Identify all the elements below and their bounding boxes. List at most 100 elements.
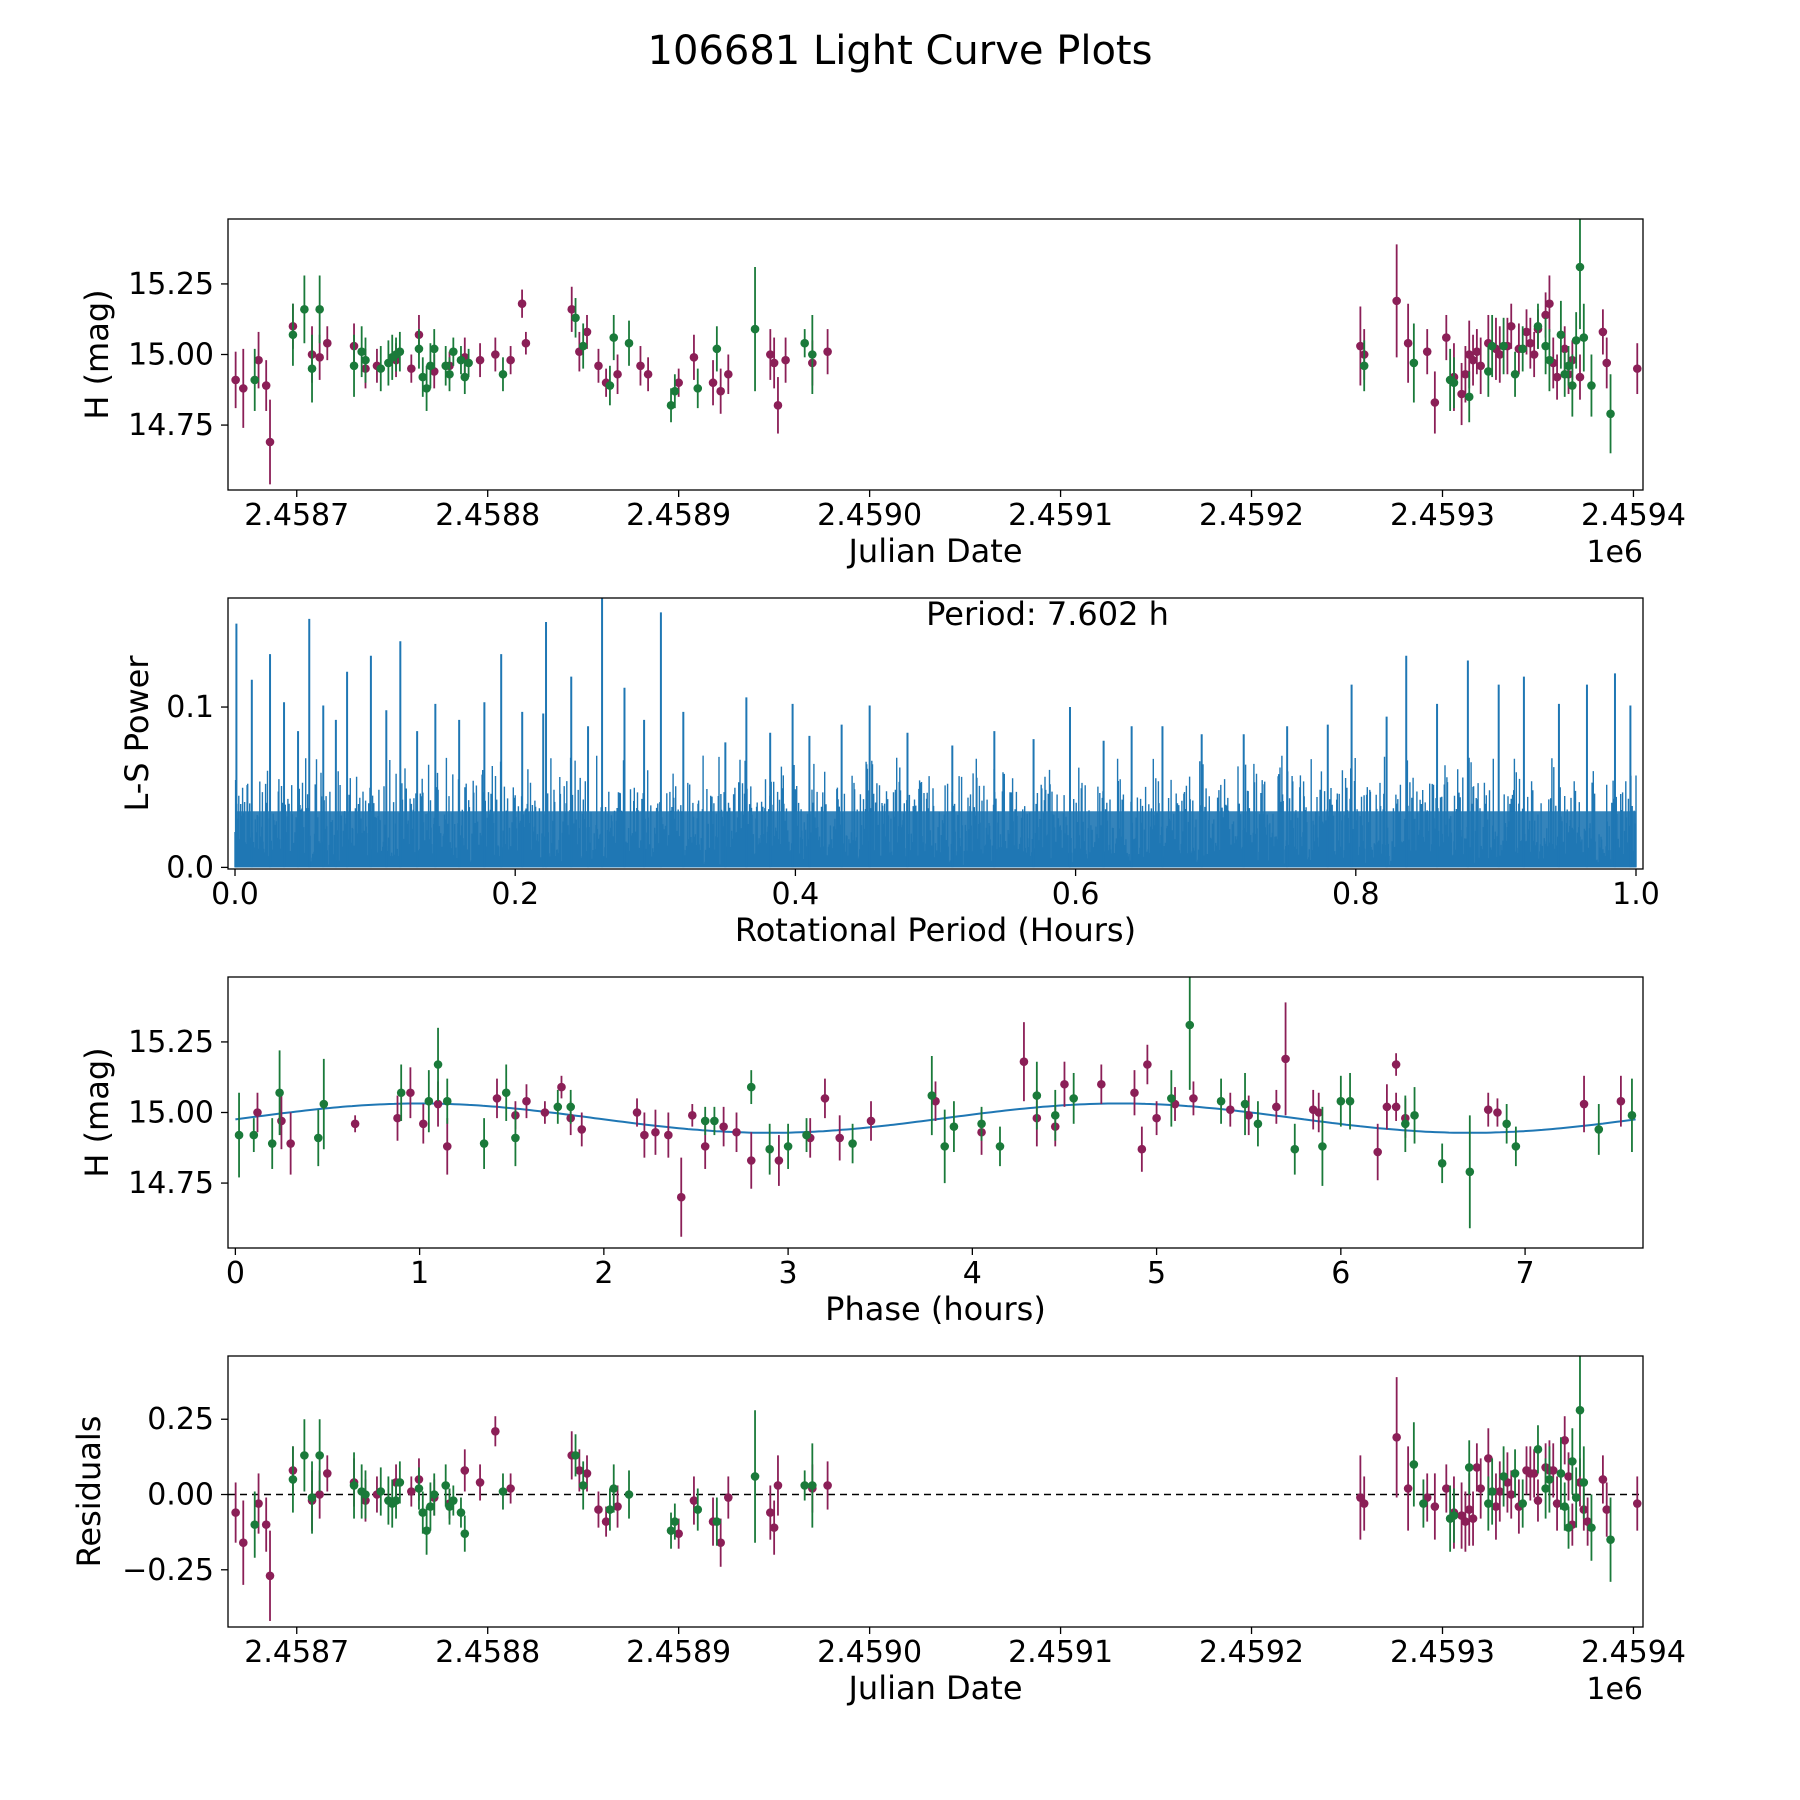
data-point <box>949 1122 959 1131</box>
data-point <box>1130 1088 1139 1098</box>
data-point <box>1244 1111 1254 1120</box>
panel-ls: Period: 7.602 h 0.0 0.2 0.4 0.6 0.8 1.0 0.0 0.1 R… <box>118 595 1660 949</box>
data-point <box>800 1481 809 1490</box>
data-point <box>557 1082 566 1092</box>
data-point <box>1545 1475 1554 1484</box>
data-point <box>1318 1142 1327 1151</box>
data-point <box>1468 355 1478 365</box>
data-point <box>1189 1094 1198 1103</box>
data-point <box>769 358 779 368</box>
data-point <box>517 299 527 308</box>
x-tick-label: 2.4589 <box>626 498 731 533</box>
data-point <box>601 1517 611 1526</box>
x-tick-label: 2.4590 <box>817 1635 922 1670</box>
data-point <box>808 350 817 359</box>
data-point <box>1541 310 1550 320</box>
data-point <box>1152 1113 1161 1123</box>
data-point <box>1506 321 1516 331</box>
data-point <box>1556 1469 1566 1478</box>
data-point <box>1510 369 1520 379</box>
data-point <box>1484 1454 1493 1463</box>
x-tick-label: 2.4589 <box>626 1635 731 1670</box>
data-point <box>1403 338 1413 348</box>
panel-phase: 0 1 2 3 4 5 6 7 14.75 15.00 15.25 Phase (hours) H (m… <box>78 976 1644 1328</box>
data-point <box>613 1502 622 1511</box>
data-point <box>1290 1144 1300 1154</box>
series-green <box>250 1356 1615 1582</box>
data-point <box>693 384 703 393</box>
data-point <box>746 1156 756 1165</box>
y-tick-label: 14.75 <box>128 1166 214 1201</box>
data-point <box>414 1484 424 1493</box>
x-tick-label: 2.4594 <box>1581 498 1686 533</box>
data-point <box>783 1142 793 1151</box>
data-point <box>1391 1060 1401 1069</box>
data-point <box>1627 1111 1637 1120</box>
data-point <box>1464 1463 1474 1472</box>
data-point <box>687 1111 697 1120</box>
data-point <box>1137 1144 1147 1154</box>
data-point <box>315 305 324 314</box>
data-point <box>521 338 531 348</box>
series-purple <box>231 1377 1642 1621</box>
data-point <box>643 369 653 379</box>
data-point <box>491 350 500 359</box>
y-tick-label: 14.75 <box>128 408 214 443</box>
data-point <box>300 1451 309 1460</box>
data-point <box>1032 1091 1042 1100</box>
data-point <box>689 353 699 362</box>
data-point <box>460 1466 470 1475</box>
data-point <box>1632 1499 1642 1508</box>
x-tick-label: 2 <box>594 1256 613 1291</box>
y-tick-label: 15.00 <box>128 1096 214 1131</box>
y-tick-label: 15.25 <box>128 267 214 302</box>
data-point <box>422 1526 431 1535</box>
data-point <box>800 338 809 348</box>
data-point <box>1422 347 1432 356</box>
data-point <box>407 1487 416 1496</box>
x-tick-label: 2.4588 <box>435 498 540 533</box>
data-point <box>265 1571 275 1581</box>
data-point <box>750 324 760 334</box>
data-point <box>1464 392 1474 402</box>
data-point <box>1336 1096 1346 1106</box>
data-point <box>238 384 248 393</box>
x-tick-label: 2.4590 <box>817 498 922 533</box>
data-point <box>254 355 263 365</box>
data-point <box>1419 1499 1428 1508</box>
data-point <box>395 1478 405 1487</box>
data-point <box>1167 1094 1176 1103</box>
data-point <box>636 361 645 371</box>
data-point <box>575 1466 584 1475</box>
data-point <box>746 1082 756 1092</box>
data-point <box>418 372 428 382</box>
axes-frame <box>227 218 1644 491</box>
data-point <box>1240 1099 1250 1109</box>
x-tick-label: 2.4587 <box>244 498 349 533</box>
data-point <box>1552 1499 1562 1508</box>
data-point <box>275 1088 284 1098</box>
x-tick-label: 3 <box>779 1256 798 1291</box>
x-tick-label: 2.4587 <box>244 1635 349 1670</box>
data-point <box>511 1133 520 1143</box>
data-point <box>1430 1502 1440 1511</box>
data-point <box>1518 1499 1527 1508</box>
data-point <box>571 313 580 323</box>
data-point <box>1594 1125 1604 1134</box>
x-tick-label: 2.4591 <box>1008 1635 1113 1670</box>
data-point <box>1097 1079 1106 1089</box>
data-point <box>624 1490 634 1499</box>
data-point <box>1545 299 1554 308</box>
data-point <box>396 1088 406 1098</box>
data-point <box>553 1102 563 1112</box>
data-point <box>1575 262 1585 272</box>
data-point <box>445 369 454 379</box>
data-point <box>307 1493 317 1502</box>
plot-area-lc <box>231 219 1642 485</box>
data-point <box>640 1130 649 1140</box>
data-point <box>1484 367 1493 376</box>
data-point <box>429 344 439 354</box>
data-point <box>1579 1099 1589 1109</box>
data-point <box>808 1481 817 1490</box>
